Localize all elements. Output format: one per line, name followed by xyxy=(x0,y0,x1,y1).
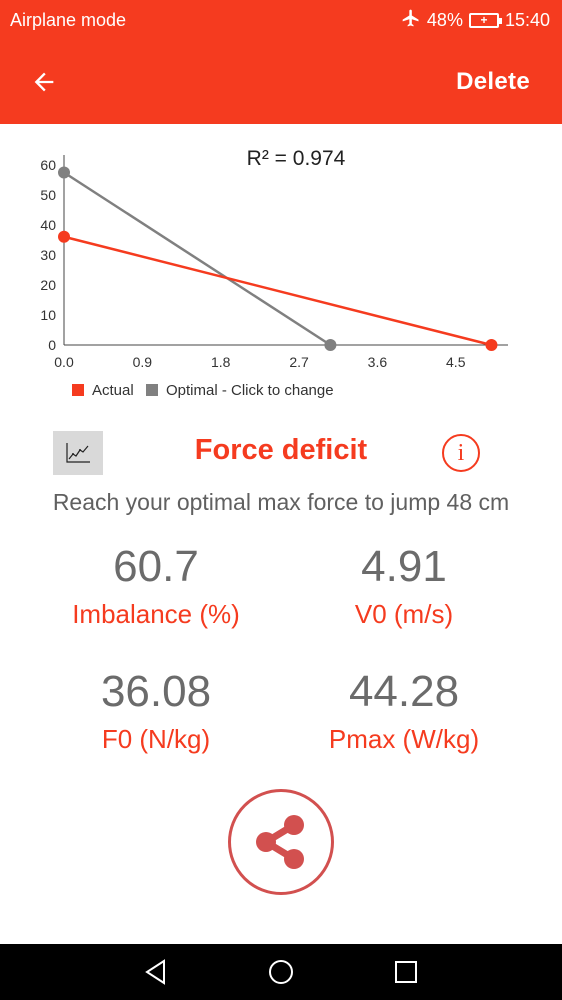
legend-swatch xyxy=(72,384,84,396)
battery-percent: 48% xyxy=(426,9,463,30)
metric-value: 36.08 xyxy=(100,667,212,716)
chart-axes xyxy=(63,155,508,346)
legend-label[interactable]: Optimal - Click to change xyxy=(166,382,334,399)
info-button[interactable]: i xyxy=(442,434,480,472)
status-bar: Airplane mode 48% + 15:40 xyxy=(0,0,562,40)
data-point-optimal xyxy=(58,166,70,179)
data-point-actual xyxy=(58,230,70,243)
delete-button[interactable]: Delete xyxy=(456,68,530,95)
metric-value: 4.91 xyxy=(361,542,447,591)
metric-value: 60.7 xyxy=(113,542,199,591)
series-line-optimal xyxy=(63,171,332,347)
chart-series xyxy=(58,166,498,351)
chart-title: R² = 0.974 xyxy=(247,147,346,170)
deficit-title: Force deficit xyxy=(194,434,368,466)
system-nav-bar xyxy=(0,944,562,1000)
y-tick-label: 20 xyxy=(40,277,56,293)
chart-svg: R² = 0.974 0 10 20 30 40 50 60 0.0 0.9 1.8 2.7 3.6 4… xyxy=(40,147,508,399)
y-tick-label: 60 xyxy=(40,157,56,173)
y-tick-label: 30 xyxy=(40,247,56,263)
x-tick-label: 4.5 xyxy=(446,354,466,370)
metric-label: Pmax (W/kg) xyxy=(328,724,480,754)
info-icon: i xyxy=(457,439,465,466)
recents-square-icon[interactable] xyxy=(392,958,420,986)
deficit-message: Reach your optimal max force to jump 48 … xyxy=(52,489,510,515)
status-time: 15:40 xyxy=(504,9,550,30)
y-tick-label: 50 xyxy=(40,187,56,203)
home-circle-icon[interactable] xyxy=(267,958,295,986)
y-tick-label: 40 xyxy=(40,217,56,233)
metric-value: 44.28 xyxy=(348,667,460,716)
legend-label: Actual xyxy=(92,382,134,399)
metric-f0: 36.08 F0 (N/kg) xyxy=(31,666,281,756)
x-tick-label: 0.0 xyxy=(54,354,74,370)
metric-v0: 4.91 V0 (m/s) xyxy=(279,541,529,631)
deficit-row: Force deficit i xyxy=(0,428,562,478)
y-tick-label: 0 xyxy=(48,337,56,353)
chart-legend[interactable]: Actual Optimal - Click to change xyxy=(72,382,334,399)
airplane-icon xyxy=(401,8,421,33)
back-button[interactable] xyxy=(28,66,60,98)
status-right: 48% + 15:40 xyxy=(401,8,550,33)
x-tick-label: 3.6 xyxy=(368,354,388,370)
app-bar: Delete xyxy=(0,40,562,124)
x-tick-label: 2.7 xyxy=(289,354,309,370)
line-chart-icon xyxy=(66,443,90,463)
x-tick-label: 1.8 xyxy=(211,354,231,370)
back-triangle-icon[interactable] xyxy=(142,958,170,986)
force-velocity-chart[interactable]: R² = 0.974 0 10 20 30 40 50 60 0.0 0.9 1.8 2.7 3.6 4… xyxy=(0,125,562,415)
status-mode: Airplane mode xyxy=(10,9,127,30)
chart-ticks: 0 10 20 30 40 50 60 0.0 0.9 1.8 2.7 3.6 4.5 xyxy=(40,157,465,370)
share-button[interactable] xyxy=(228,789,334,895)
chart-toggle-button[interactable] xyxy=(53,431,103,475)
metric-imbalance: 60.7 Imbalance (%) xyxy=(31,541,281,631)
y-tick-label: 10 xyxy=(40,307,56,323)
data-point-actual xyxy=(485,339,498,351)
data-point-optimal xyxy=(324,339,337,351)
legend-swatch xyxy=(146,384,158,396)
metric-label: Imbalance (%) xyxy=(72,599,240,629)
arrow-left-icon xyxy=(34,72,54,92)
metric-label: F0 (N/kg) xyxy=(101,724,211,754)
series-line-actual xyxy=(63,235,492,347)
share-icon xyxy=(256,815,304,869)
metric-label: V0 (m/s) xyxy=(354,599,454,629)
metric-pmax: 44.28 Pmax (W/kg) xyxy=(279,666,529,756)
x-tick-label: 0.9 xyxy=(133,354,153,370)
battery-icon: + xyxy=(468,12,502,28)
